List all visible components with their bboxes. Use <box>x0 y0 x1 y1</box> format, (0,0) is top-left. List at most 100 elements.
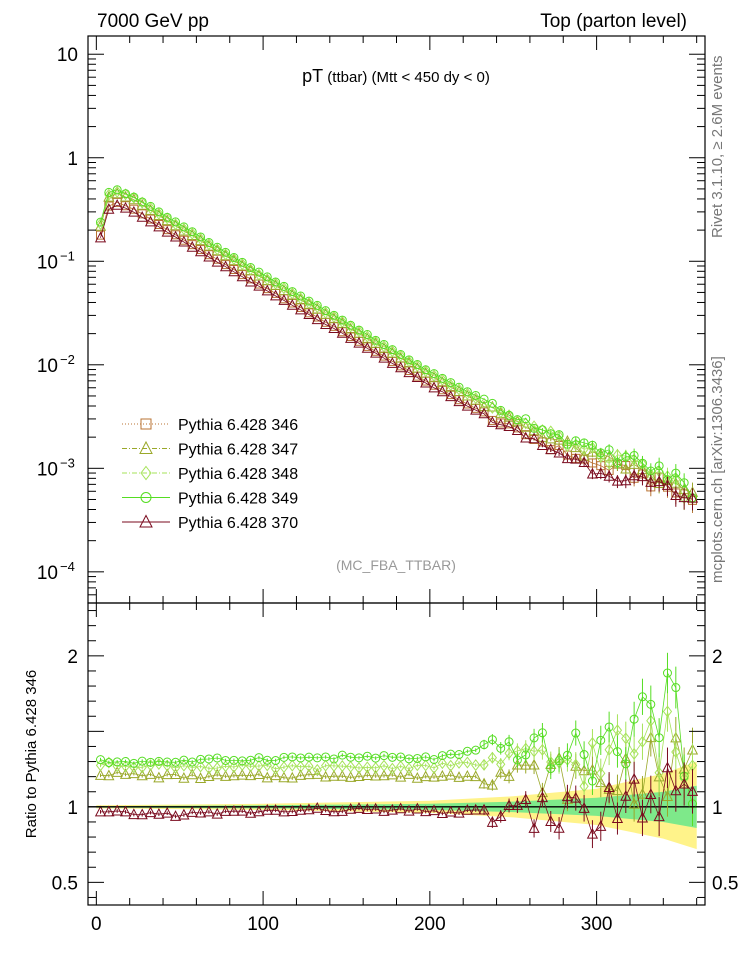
ratio-point <box>321 752 331 762</box>
data-point <box>420 376 432 388</box>
data-point <box>654 461 664 471</box>
ratio-point <box>529 745 539 758</box>
ratio-point <box>437 751 447 761</box>
ratio-point <box>112 760 122 773</box>
ratio-point <box>645 788 657 799</box>
data-point <box>304 296 314 306</box>
ratio-point <box>562 750 572 760</box>
ratio-point <box>279 761 289 774</box>
data-point <box>336 326 348 338</box>
data-point <box>303 308 315 320</box>
data-point <box>269 289 282 301</box>
data-point <box>337 315 347 325</box>
ratio-point <box>195 760 206 773</box>
legend-marker <box>139 514 153 528</box>
ratio-point <box>186 768 198 780</box>
ratio-point <box>520 793 532 805</box>
ratio-point <box>370 802 382 814</box>
ratio-point <box>104 756 114 769</box>
ratio-point <box>621 732 631 745</box>
plot-title-main: pT <box>302 66 323 86</box>
data-point <box>229 253 239 263</box>
data-point <box>279 281 289 291</box>
ratio-point <box>504 747 514 760</box>
ratio-point <box>529 733 539 743</box>
data-point <box>596 448 606 458</box>
x-tick-label: 300 <box>581 914 613 935</box>
ratio-point <box>511 799 524 810</box>
legend-marker <box>140 465 152 481</box>
ratio-point <box>337 760 347 773</box>
ratio-point <box>336 769 348 781</box>
main-y-tick-exponent: −3 <box>60 455 75 470</box>
ratio-point <box>337 750 347 760</box>
data-point <box>253 279 265 291</box>
ratio-point <box>161 768 173 780</box>
mcplots-label: mcplots.cern.ch [arXiv:1306.3436] <box>709 356 726 583</box>
data-point <box>562 439 572 449</box>
ratio-point <box>496 743 506 753</box>
ratio-point <box>236 768 248 780</box>
data-point <box>94 231 107 243</box>
ratio-point <box>512 755 522 765</box>
main-y-tick-label: 10 <box>57 45 78 66</box>
ratio-series-r349 <box>96 652 697 827</box>
ratio-point <box>253 768 265 779</box>
ratio-point <box>579 750 589 760</box>
data-point <box>479 394 489 404</box>
data-point <box>637 458 647 468</box>
data-point <box>162 212 172 222</box>
ratio-point <box>269 804 282 815</box>
main-x-ticks <box>95 36 698 603</box>
ratio-point <box>612 747 622 757</box>
legend-label: Pythia 6.428 347 <box>178 442 298 459</box>
data-point <box>361 342 373 353</box>
data-point <box>628 458 640 469</box>
data-point <box>437 373 447 383</box>
main-y-tick-label: 1 <box>67 149 78 170</box>
legend-label: Pythia 6.428 349 <box>178 491 298 508</box>
ratio-point <box>187 761 197 774</box>
ratio-point <box>421 752 431 762</box>
data-point <box>521 414 531 424</box>
ratio-point <box>578 802 590 813</box>
data-point <box>670 489 682 501</box>
ratio-point <box>287 759 297 772</box>
ratio-point <box>495 810 507 821</box>
ratio-point <box>137 761 147 774</box>
ratio-point <box>554 756 564 766</box>
data-point <box>421 365 431 375</box>
data-point <box>286 298 298 310</box>
ratio-point <box>511 758 524 770</box>
ratio-point <box>596 767 606 780</box>
main-plot-area <box>94 185 699 513</box>
ratio-point <box>254 753 264 763</box>
ratio-point <box>596 735 606 745</box>
ratio-point <box>637 735 648 748</box>
data-point <box>620 462 632 474</box>
ratio-point <box>212 762 222 775</box>
data-point <box>446 378 456 388</box>
legend-label: Pythia 6.428 348 <box>178 466 298 483</box>
x-tick-label: 0 <box>91 914 102 935</box>
data-point <box>129 192 139 202</box>
data-point <box>370 346 382 358</box>
ratio-point <box>662 705 673 718</box>
data-point <box>96 230 106 240</box>
data-point <box>436 385 448 397</box>
series-line <box>100 204 693 499</box>
data-point <box>412 360 422 370</box>
ratio-point <box>294 803 307 815</box>
ratio-point <box>379 759 389 772</box>
plot-title-rest: (ttbar) (Mtt < 450 dy < 0) <box>323 69 490 86</box>
ratio-point <box>446 759 456 772</box>
main-y-tick-exponent: −4 <box>60 559 75 574</box>
header-left: 7000 GeV pp <box>97 11 209 32</box>
ratio-point <box>396 760 406 773</box>
ratio-point <box>661 761 674 773</box>
data-point <box>387 345 397 355</box>
data-point <box>111 199 123 210</box>
ratio-point <box>586 827 599 839</box>
ratio-point <box>219 805 232 816</box>
